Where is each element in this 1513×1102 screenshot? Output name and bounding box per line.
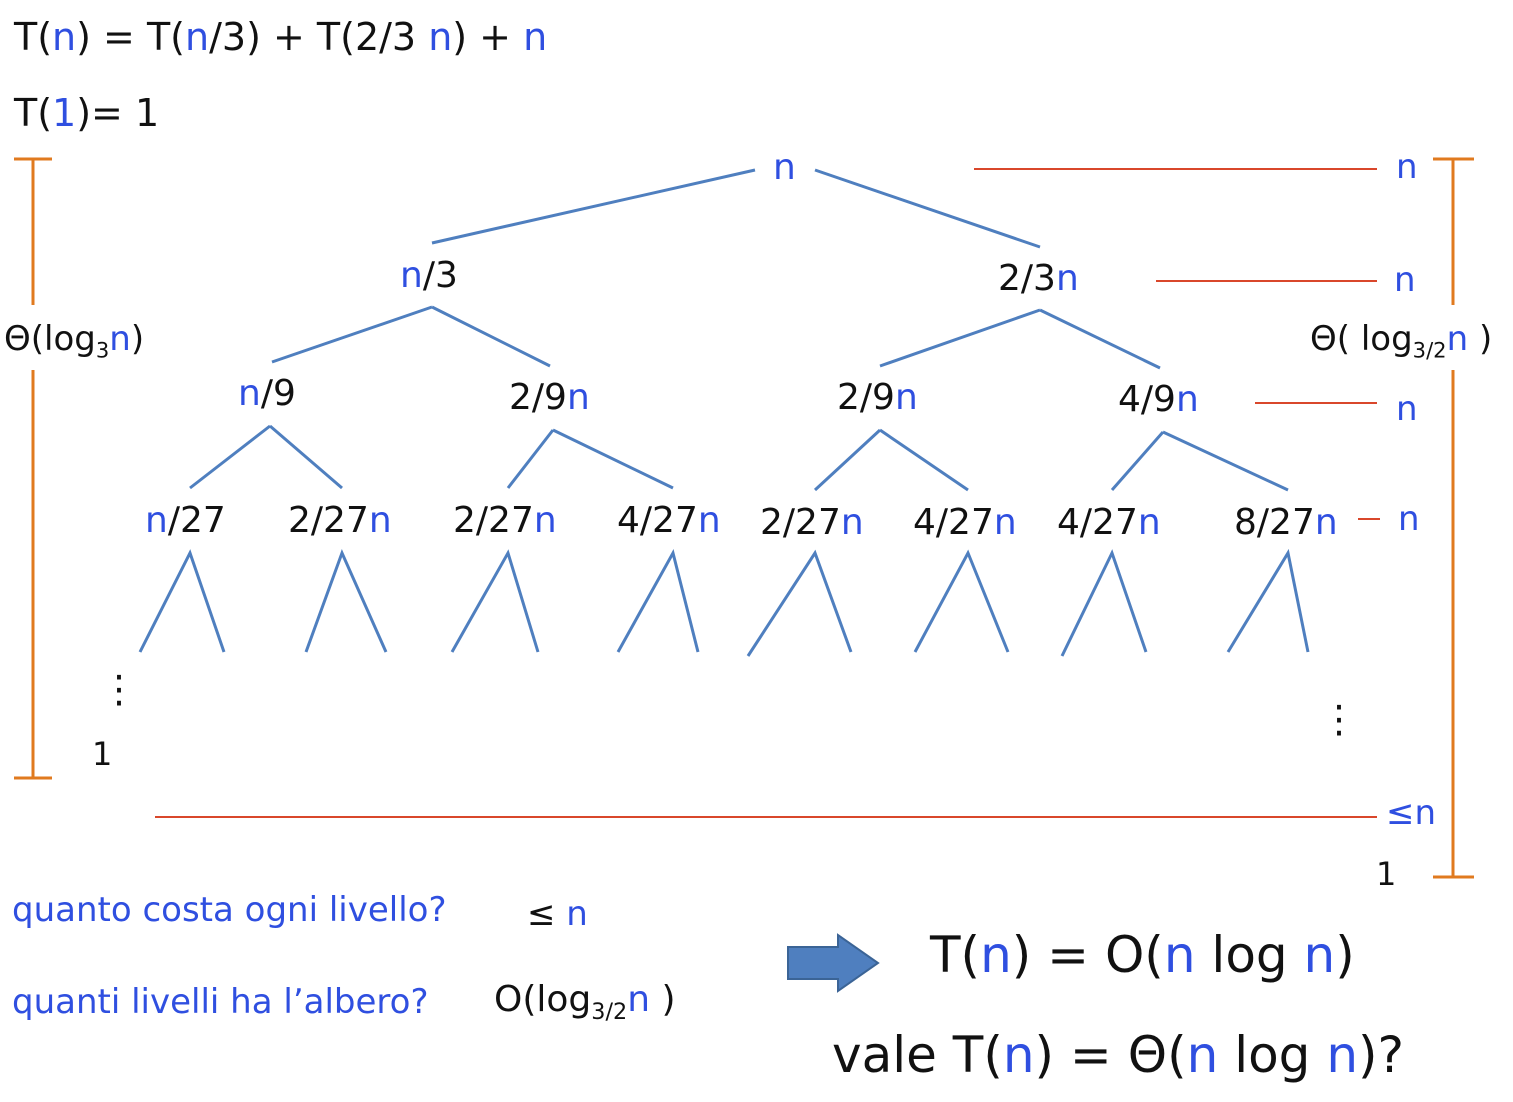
subtree-8 xyxy=(1226,548,1310,653)
edge-2-3n-left xyxy=(879,308,1041,368)
left-continuation-dots: ⋮ xyxy=(100,667,138,711)
base-case: T(1)= 1 xyxy=(14,91,160,135)
answer-level-cost: ≤ n xyxy=(527,894,588,934)
recurrence-equation: T(n) = T(n/3) + T(2/3 n) + n xyxy=(14,15,548,59)
subtree-6 xyxy=(913,549,1010,653)
tree-node-l3-4: 2/27n xyxy=(760,502,864,543)
implies-arrow xyxy=(787,933,880,993)
level-lines xyxy=(155,168,1380,818)
tree-node-l3-5: 4/27n xyxy=(913,502,1017,543)
tree-node-l3-0: n/27 xyxy=(145,500,226,541)
subtree-3 xyxy=(450,549,540,653)
edge-root-left xyxy=(431,168,756,245)
right-continuation-dots: ⋮ xyxy=(1320,697,1358,741)
question-number-of-levels: quanti livelli ha l’albero? xyxy=(12,982,429,1022)
left-height-bracket xyxy=(14,157,52,780)
tree-node-l2-3: 4/9n xyxy=(1118,379,1199,420)
tree-node-l3-1: 2/27n xyxy=(288,500,392,541)
tree-node-l3-3: 4/27n xyxy=(617,500,721,541)
level-cost-1: n xyxy=(1394,260,1416,300)
right-height-bracket xyxy=(1433,157,1474,879)
tree-node-l2-2: 2/9n xyxy=(837,377,918,418)
answer-number-of-levels: O(log3/2n ) xyxy=(494,979,676,1025)
tree-edges xyxy=(138,168,1310,657)
edge-4-9n-right xyxy=(1162,430,1289,492)
right-bottom-one: 1 xyxy=(1376,855,1397,893)
tree-node-l2-0: n/9 xyxy=(238,373,296,414)
edge-2-9n-b-right xyxy=(879,428,969,492)
tree-root: n xyxy=(773,147,796,188)
edge-n9-left xyxy=(189,424,271,490)
tree-node-l1-0: n/3 xyxy=(400,255,458,296)
subtree-4 xyxy=(616,548,700,653)
edge-2-3n-right xyxy=(1039,308,1161,370)
edge-4-9n-left xyxy=(1110,431,1165,491)
subtree-2 xyxy=(304,548,388,653)
left-height-label: Θ(log3n) xyxy=(4,319,145,363)
level-cost-last: ≤n xyxy=(1386,793,1437,833)
edge-n9-right xyxy=(269,424,343,490)
subtree-5 xyxy=(746,549,853,657)
tree-node-l3-2: 2/27n xyxy=(453,500,557,541)
tree-node-l3-6: 4/27n xyxy=(1057,502,1161,543)
right-height-label: Θ( log3/2n ) xyxy=(1310,319,1493,363)
leaf-value: 1 xyxy=(92,735,113,773)
edge-root-right xyxy=(814,168,1041,249)
edge-n3-right xyxy=(431,305,551,368)
subtree-1 xyxy=(138,549,226,653)
edge-2-9n-a-left xyxy=(506,429,555,489)
level-cost-0: n xyxy=(1396,147,1418,187)
question-level-cost: quanto costa ogni livello? xyxy=(12,890,447,930)
edge-2-9n-a-right xyxy=(552,428,674,490)
conclusion-big-o: T(n) = O(n log n) xyxy=(930,926,1355,984)
tree-node-l1-1: 2/3n xyxy=(998,258,1079,299)
level-cost-2: n xyxy=(1396,389,1418,429)
tree-node-l2-1: 2/9n xyxy=(509,377,590,418)
edge-n3-left xyxy=(271,305,433,364)
level-cost-3: n xyxy=(1398,499,1420,539)
tree-node-l3-7: 8/27n xyxy=(1234,502,1338,543)
edge-2-9n-b-left xyxy=(813,428,882,492)
subtree-7 xyxy=(1060,549,1148,657)
conclusion-theta-question: vale T(n) = Θ(n log n)? xyxy=(832,1026,1405,1084)
